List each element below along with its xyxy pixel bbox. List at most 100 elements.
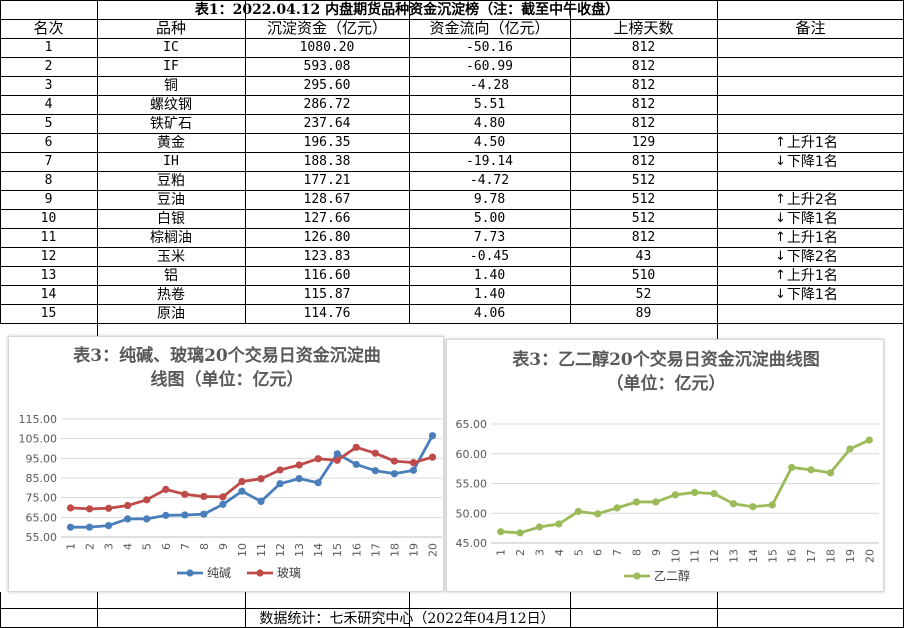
data-point: [710, 490, 718, 498]
data-point: [162, 485, 170, 494]
cell-flow: -4.72: [469, 173, 510, 188]
header-days: 上榜天数: [613, 19, 674, 37]
data-point: [371, 467, 379, 475]
x-tick-label: 20: [863, 549, 876, 563]
y-tick-label: 55.00: [26, 531, 58, 544]
cell-name: 棕榈油: [150, 229, 192, 246]
data-point: [219, 500, 227, 508]
data-point: [768, 501, 776, 509]
data-point: [143, 496, 151, 504]
cell-flow: 5.00: [473, 211, 506, 226]
legend-label: 乙二醇: [654, 568, 690, 583]
cell-flow: 4.80: [473, 116, 506, 131]
data-point: [671, 491, 679, 499]
arrow-down-icon: ↓: [775, 154, 786, 169]
note-text: 上升1名: [786, 229, 838, 246]
cell-days: 52: [635, 287, 652, 302]
cell-name: 豆油: [157, 191, 185, 208]
cell-funds: 177.21: [303, 173, 351, 188]
note-text: 上升1名: [786, 267, 838, 284]
data-point: [105, 504, 113, 512]
header-rank: 名次: [33, 19, 64, 37]
legend-marker-dot: [186, 569, 194, 577]
grid-line: [0, 133, 904, 134]
cell-funds: 1080.20: [299, 40, 355, 55]
cell-note: ↑ 上升2名: [717, 190, 904, 209]
data-point: [257, 497, 265, 506]
data-point: [729, 500, 738, 508]
grid-line: [0, 247, 904, 248]
cell-funds: 188.38: [303, 154, 351, 169]
note-text: 下降1名: [786, 153, 838, 170]
data-point: [594, 510, 602, 518]
cell-name: 铁矿石: [150, 115, 192, 132]
y-tick-label: 45.00: [456, 537, 488, 550]
data-point: [749, 503, 757, 511]
cell-funds: 196.35: [303, 135, 351, 150]
grid-line: [0, 323, 904, 324]
x-tick-label: 7: [611, 549, 624, 556]
grid-line: [0, 209, 904, 210]
cell-name: IH: [163, 154, 179, 169]
x-tick-label: 8: [198, 543, 211, 550]
chart-soda-glass-title: 表3：纯碱、玻璃20个交易日资金沉淀曲 线图（单位：亿元）: [9, 344, 445, 392]
grid-col: [409, 592, 410, 628]
x-tick-label: 7: [179, 543, 192, 550]
cell-name: IF: [163, 59, 179, 74]
arrow-up-icon: ↑: [775, 268, 786, 283]
grid-col: [245, 0, 246, 323]
data-point: [143, 515, 151, 523]
grid-col: [570, 592, 571, 628]
x-tick-label: 15: [766, 549, 779, 563]
grid-line: [0, 171, 904, 172]
x-tick-label: 6: [592, 549, 605, 556]
grid-col: [97, 0, 98, 628]
cell-funds: 127.66: [303, 211, 351, 226]
y-tick-label: 105.00: [19, 433, 58, 446]
y-tick-label: 55.00: [456, 478, 488, 491]
x-tick-label: 4: [122, 543, 135, 550]
cell-funds: 237.64: [303, 116, 351, 131]
cell-note: ↓ 下降1名: [717, 285, 904, 304]
data-point: [85, 505, 94, 513]
x-tick-label: 1: [495, 549, 508, 556]
y-tick-label: 65.00: [456, 418, 488, 431]
cell-name: 热卷: [157, 286, 185, 303]
cell-note: [717, 38, 904, 57]
grid-col: [409, 0, 410, 323]
cell-days: 812: [631, 116, 656, 131]
data-point: [535, 523, 544, 531]
data-point: [85, 523, 94, 531]
data-point: [124, 501, 132, 510]
cell-name: 白银: [157, 210, 185, 227]
data-point: [652, 498, 660, 506]
cell-funds: 295.60: [303, 78, 351, 93]
cell-rank: 7: [44, 154, 53, 169]
cell-rank: 15: [40, 306, 57, 321]
data-point: [428, 453, 437, 461]
data-point: [238, 487, 246, 495]
x-tick-label: 18: [388, 543, 401, 557]
header-funds: 沉淀资金（亿元）: [266, 19, 387, 37]
cell-flow: 4.50: [473, 135, 506, 150]
cell-funds: 128.67: [303, 192, 351, 207]
x-tick-label: 11: [255, 543, 268, 557]
x-tick-label: 2: [84, 543, 97, 550]
chart-soda-glass-title-line1: 表3：纯碱、玻璃20个交易日资金沉淀曲: [73, 346, 381, 366]
x-tick-label: 8: [631, 549, 644, 556]
cell-note: [717, 57, 904, 76]
legend-label: 纯碱: [207, 566, 231, 580]
data-point: [238, 477, 246, 486]
cell-note: [717, 76, 904, 95]
cell-flow: -60.99: [466, 59, 513, 74]
cell-days: 510: [631, 268, 656, 283]
cell-name: 铜: [164, 77, 178, 94]
cell-rank: 3: [44, 78, 53, 93]
cell-funds: 286.72: [303, 97, 351, 112]
data-point: [314, 479, 322, 487]
x-tick-label: 2: [514, 549, 527, 556]
grid-line: [0, 114, 904, 115]
note-text: 下降1名: [786, 210, 838, 227]
data-point: [276, 466, 284, 474]
